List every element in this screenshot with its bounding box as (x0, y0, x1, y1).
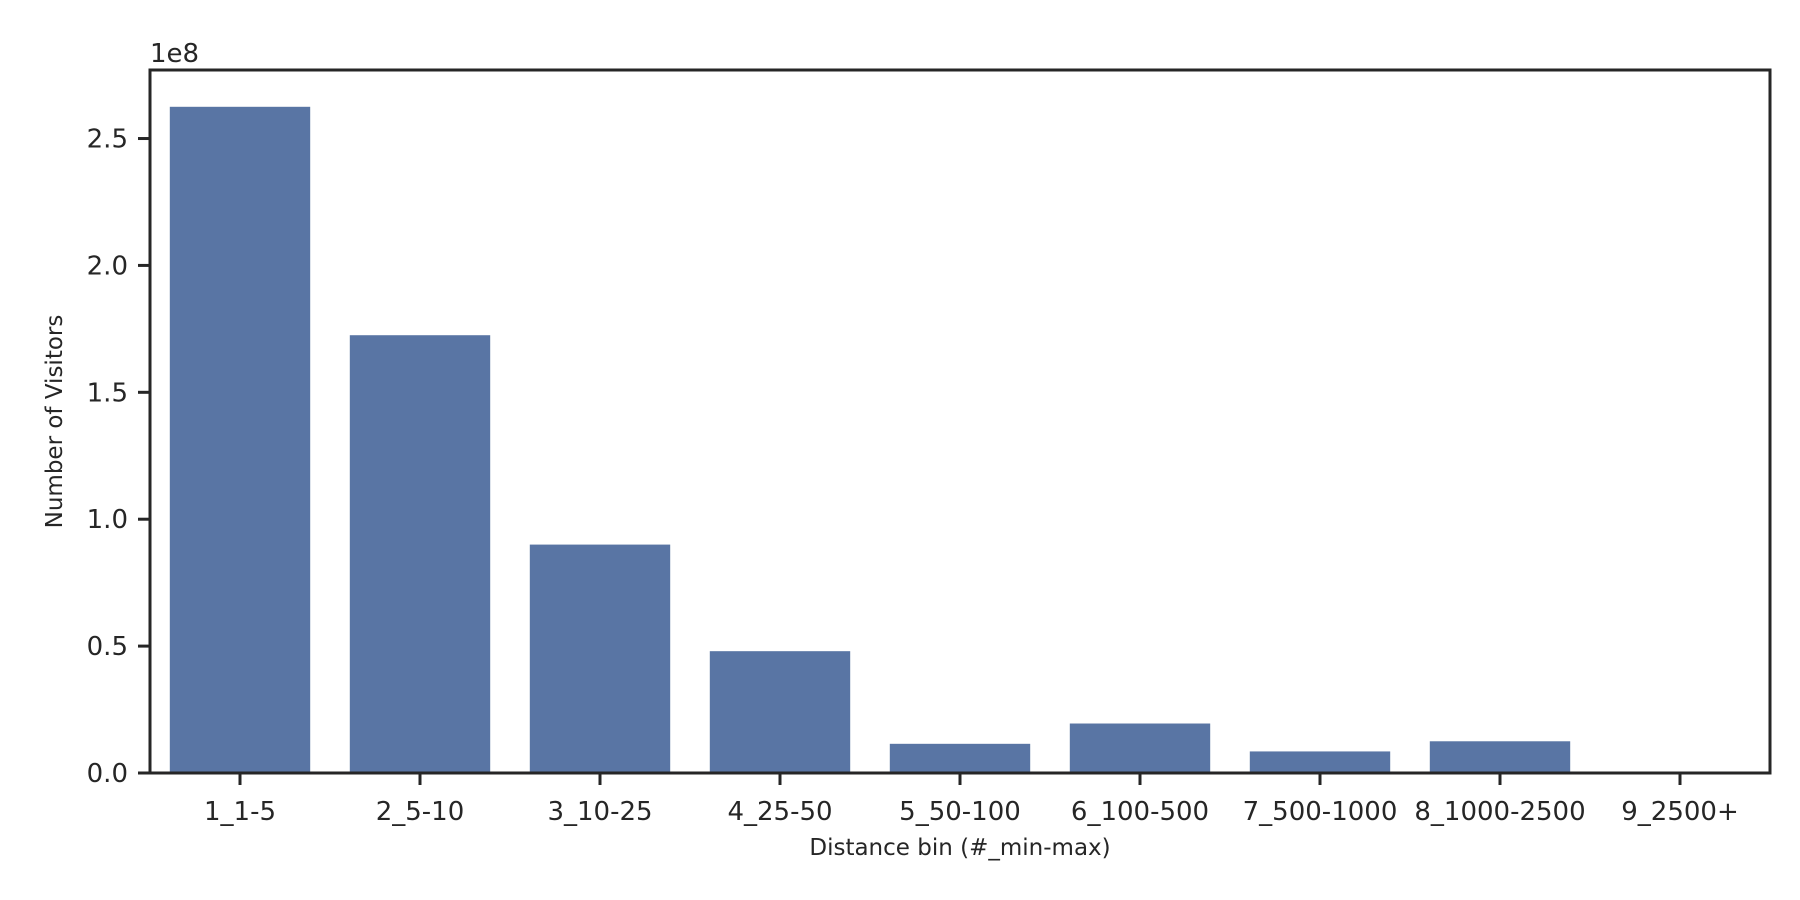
x-tick-label: 3_10-25 (547, 797, 652, 827)
y-axis-ticks: 0.0 0.5 1.0 1.5 2.0 2.5 (87, 125, 150, 789)
bar-4_25-50 (709, 651, 851, 773)
x-tick-label: 9_2500+ (1621, 797, 1739, 827)
x-tick-label: 7_500-1000 (1243, 797, 1398, 827)
y-tick-label: 2.5 (87, 125, 128, 155)
x-tick-label: 2_5-10 (376, 797, 465, 827)
x-tick-label: 5_50-100 (899, 797, 1021, 827)
x-axis-ticks: 1_1-5 2_5-10 3_10-25 4_25-50 5_50-100 6_100-5… (204, 773, 1739, 827)
bar-7_500-1000 (1249, 751, 1391, 773)
y-axis-label: Number of Visitors (42, 315, 68, 529)
y-tick-label: 0.5 (87, 632, 128, 662)
y-tick-label: 2.0 (87, 251, 128, 281)
plot-frame (148, 68, 1772, 775)
bar-1_1-5 (169, 106, 311, 774)
y-axis-offset-label: 1e8 (150, 39, 199, 69)
x-tick-label: 1_1-5 (204, 797, 276, 827)
bar-3_10-25 (529, 544, 671, 773)
x-tick-label: 4_25-50 (727, 797, 832, 827)
x-tick-label: 8_1000-2500 (1414, 797, 1585, 827)
y-tick-label: 1.5 (87, 378, 128, 408)
y-tick-label: 0.0 (87, 759, 128, 789)
bar-8_1000-2500 (1429, 741, 1571, 773)
x-axis-label: Distance bin (#_min-max) (809, 835, 1110, 861)
bar-2_5-10 (349, 335, 491, 773)
x-tick-label: 6_100-500 (1071, 797, 1209, 827)
bar-5_50-100 (889, 743, 1031, 773)
y-tick-label: 1.0 (87, 505, 128, 535)
bars-group (169, 106, 1571, 774)
bar-6_100-500 (1069, 723, 1211, 773)
